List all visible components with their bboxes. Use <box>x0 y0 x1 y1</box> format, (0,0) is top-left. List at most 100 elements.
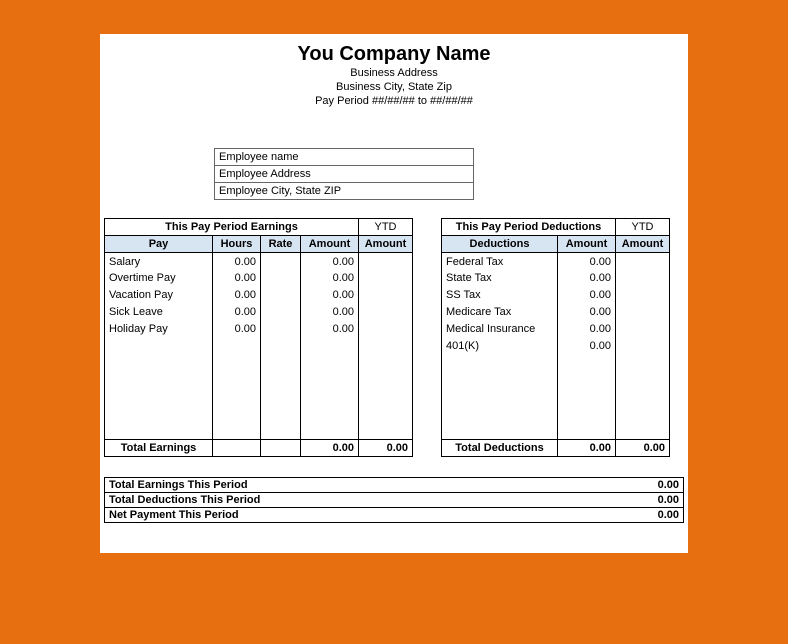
deductions-row: Medicare Tax 0.00 <box>442 304 670 321</box>
earnings-cell-rate <box>261 338 301 355</box>
earnings-cell-ytd <box>359 270 413 287</box>
earnings-total-ytd: 0.00 <box>359 440 413 457</box>
earnings-cell-hours <box>213 355 261 372</box>
employee-city-state-zip: Employee City, State ZIP <box>215 183 473 200</box>
summary-value: 0.00 <box>658 494 679 506</box>
deductions-total-ytd: 0.00 <box>616 440 670 457</box>
deductions-cell-amount: 0.00 <box>558 304 616 321</box>
deductions-cell-amount: 0.00 <box>558 253 616 270</box>
earnings-cell-rate <box>261 287 301 304</box>
summary-row: Net Payment This Period 0.00 <box>105 508 683 522</box>
deductions-row <box>442 406 670 423</box>
business-city-state-zip: Business City, State Zip <box>100 81 688 95</box>
summary-value: 0.00 <box>658 509 679 521</box>
deductions-body: Federal Tax 0.00 State Tax 0.00 SS Tax 0… <box>442 253 670 440</box>
earnings-row: Overtime Pay 0.00 0.00 <box>105 270 413 287</box>
earnings-total-label: Total Earnings <box>105 440 213 457</box>
earnings-cell-rate <box>261 372 301 389</box>
earnings-cell-amount <box>301 406 359 423</box>
earnings-cell-ytd <box>359 406 413 423</box>
deductions-table: This Pay Period Deductions YTD Deduction… <box>441 218 670 457</box>
earnings-row: Sick Leave 0.00 0.00 <box>105 304 413 321</box>
earnings-row <box>105 372 413 389</box>
deductions-ytd-label: YTD <box>616 219 670 236</box>
deductions-row <box>442 423 670 440</box>
earnings-cell-amount <box>301 389 359 406</box>
summary-label: Net Payment This Period <box>109 509 239 521</box>
deductions-row <box>442 372 670 389</box>
employee-address: Employee Address <box>215 166 473 183</box>
earnings-cell-ytd <box>359 355 413 372</box>
earnings-cell-hours: 0.00 <box>213 304 261 321</box>
earnings-cell-hours <box>213 389 261 406</box>
deductions-cell-amount <box>558 372 616 389</box>
earnings-cell-rate <box>261 253 301 270</box>
earnings-cell-amount: 0.00 <box>301 287 359 304</box>
deductions-cell-amount: 0.00 <box>558 338 616 355</box>
earnings-cell-pay <box>105 355 213 372</box>
deductions-cell-amount <box>558 355 616 372</box>
earnings-cell-hours: 0.00 <box>213 270 261 287</box>
deductions-cell-name: Medical Insurance <box>442 321 558 338</box>
summary-value: 0.00 <box>658 479 679 491</box>
deductions-cell-ytd <box>616 355 670 372</box>
earnings-cell-pay <box>105 338 213 355</box>
summary-row: Total Earnings This Period 0.00 <box>105 478 683 493</box>
earnings-cell-hours <box>213 338 261 355</box>
deductions-row <box>442 355 670 372</box>
employee-block: Employee name Employee Address Employee … <box>214 148 474 200</box>
earnings-col-rate: Rate <box>261 236 301 253</box>
earnings-cell-hours <box>213 372 261 389</box>
earnings-cell-ytd <box>359 304 413 321</box>
earnings-cell-hours: 0.00 <box>213 287 261 304</box>
deductions-cell-name: Federal Tax <box>442 253 558 270</box>
earnings-cell-amount <box>301 423 359 440</box>
employee-name: Employee name <box>215 149 473 166</box>
earnings-cell-ytd <box>359 287 413 304</box>
earnings-cell-rate <box>261 270 301 287</box>
deductions-cell-ytd <box>616 406 670 423</box>
deductions-cell-amount <box>558 389 616 406</box>
earnings-row <box>105 355 413 372</box>
earnings-cell-amount <box>301 355 359 372</box>
deductions-row <box>442 389 670 406</box>
deductions-cell-ytd <box>616 304 670 321</box>
earnings-row <box>105 338 413 355</box>
earnings-row: Vacation Pay 0.00 0.00 <box>105 287 413 304</box>
earnings-total-amount: 0.00 <box>301 440 359 457</box>
deductions-cell-name: SS Tax <box>442 287 558 304</box>
deductions-cell-ytd <box>616 338 670 355</box>
earnings-row <box>105 406 413 423</box>
earnings-cell-rate <box>261 355 301 372</box>
deductions-col-amount: Amount <box>558 236 616 253</box>
earnings-cell-amount <box>301 372 359 389</box>
earnings-cell-ytd <box>359 338 413 355</box>
earnings-row: Holiday Pay 0.00 0.00 <box>105 321 413 338</box>
earnings-cell-ytd <box>359 389 413 406</box>
company-name: You Company Name <box>100 42 688 67</box>
earnings-cell-pay: Overtime Pay <box>105 270 213 287</box>
deductions-cell-amount <box>558 423 616 440</box>
earnings-cell-pay <box>105 423 213 440</box>
earnings-cell-ytd <box>359 321 413 338</box>
earnings-cell-hours: 0.00 <box>213 253 261 270</box>
earnings-row <box>105 389 413 406</box>
paystub-sheet: You Company Name Business Address Busine… <box>100 34 688 553</box>
summary-label: Total Earnings This Period <box>109 479 248 491</box>
earnings-col-hours: Hours <box>213 236 261 253</box>
earnings-section-title: This Pay Period Earnings <box>105 219 359 236</box>
earnings-cell-pay <box>105 372 213 389</box>
earnings-row: Salary 0.00 0.00 <box>105 253 413 270</box>
earnings-cell-hours <box>213 423 261 440</box>
earnings-cell-rate <box>261 389 301 406</box>
earnings-cell-pay: Salary <box>105 253 213 270</box>
earnings-cell-pay: Sick Leave <box>105 304 213 321</box>
deductions-cell-ytd <box>616 321 670 338</box>
earnings-body: Salary 0.00 0.00 Overtime Pay 0.00 0.00 … <box>105 253 413 440</box>
earnings-cell-pay: Holiday Pay <box>105 321 213 338</box>
earnings-cell-ytd <box>359 423 413 440</box>
deductions-cell-name <box>442 389 558 406</box>
deductions-total-label: Total Deductions <box>442 440 558 457</box>
deductions-cell-name <box>442 423 558 440</box>
deductions-row: 401(K) 0.00 <box>442 338 670 355</box>
